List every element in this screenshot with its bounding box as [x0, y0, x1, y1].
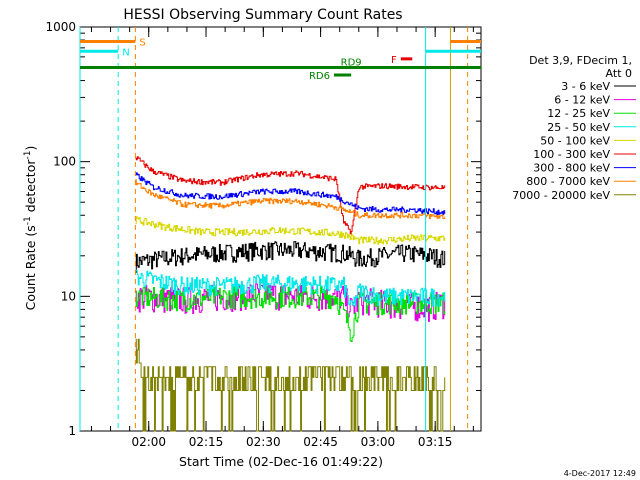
- x-tick-label: 03:00: [361, 435, 396, 449]
- series-line-0: [135, 241, 446, 273]
- x-tick-label: 02:15: [189, 435, 224, 449]
- y-axis-label-mid: detector: [23, 159, 38, 217]
- legend-entry-label: 6 - 12 keV: [554, 94, 610, 107]
- series-line-7: [135, 179, 446, 220]
- legend-entry-label: 300 - 800 keV: [533, 162, 610, 175]
- x-tick-label: 02:45: [303, 435, 338, 449]
- legend-entry-label: 25 - 50 keV: [547, 121, 610, 134]
- y-axis-label-end: ): [23, 146, 38, 151]
- y-axis-label-sup2: -1: [23, 151, 33, 160]
- timestamp: 4-Dec-2017 12:49: [564, 469, 636, 478]
- legend-header: Det 3,9, FDecim 1,: [529, 54, 632, 67]
- legend-entry-label: 50 - 100 keV: [540, 134, 610, 147]
- series-line-2: [135, 286, 446, 342]
- y-tick-label: 100: [53, 155, 76, 169]
- legend-header: Att 0: [606, 67, 632, 80]
- flag-label: S: [139, 38, 145, 49]
- y-axis-label-sup1: -1: [23, 216, 33, 225]
- y-axis-label: Count Rate (s-1 detector-1): [23, 146, 38, 311]
- y-tick-label: 1000: [45, 20, 76, 34]
- legend-entry-label: 3 - 6 keV: [561, 80, 610, 93]
- y-axis-label-main: Count Rate (s: [23, 225, 38, 310]
- flag-label: F: [391, 55, 397, 66]
- x-tick-label: 02:00: [131, 435, 166, 449]
- y-tick-label: 10: [61, 289, 76, 303]
- legend-entry-label: 7000 - 20000 keV: [512, 189, 610, 202]
- chart-title: HESSI Observing Summary Count Rates: [123, 7, 402, 23]
- plot-area: 1 10 100 1000 02:00 02:15 02:30 02:45 03:00 03:15…: [45, 20, 482, 449]
- legend-entry-label: 800 - 7000 keV: [526, 175, 610, 188]
- flag-label: RD9: [341, 58, 362, 69]
- series-line-4: [135, 216, 446, 245]
- flag-label: N: [122, 47, 129, 58]
- series-line-8: [135, 338, 446, 432]
- legend-entry-label: 12 - 25 keV: [547, 107, 610, 120]
- series-line-6: [135, 172, 446, 216]
- y-tick-label: 1: [68, 424, 76, 438]
- legend-entry-label: 100 - 300 keV: [533, 148, 610, 161]
- series-line-3: [135, 269, 446, 307]
- x-tick-label: 02:30: [246, 435, 281, 449]
- x-axis-label: Start Time (02-Dec-16 01:49:22): [179, 454, 383, 469]
- x-tick-label: 03:15: [418, 435, 453, 449]
- flag-label: RD6: [309, 71, 330, 82]
- series-line-5: [135, 156, 446, 235]
